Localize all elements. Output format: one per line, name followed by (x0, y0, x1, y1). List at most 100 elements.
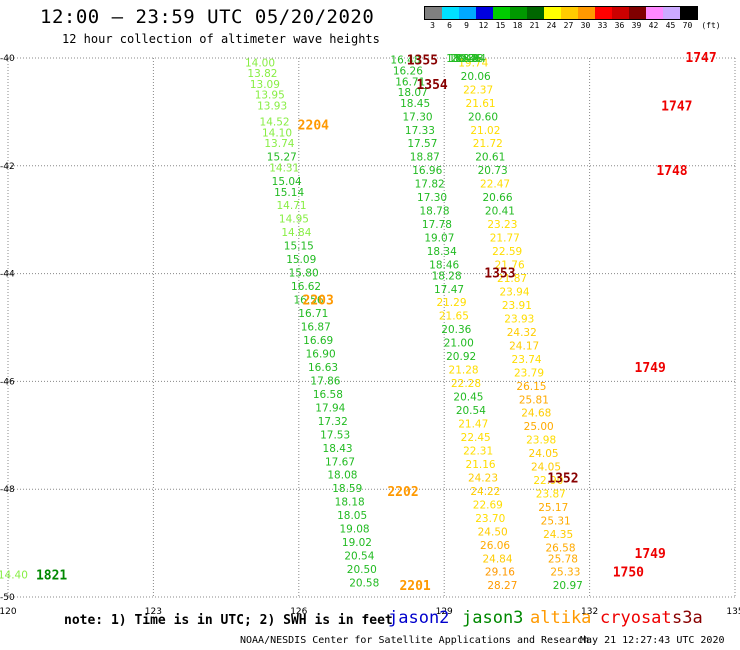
wave-height-value: 24.23 (468, 472, 498, 484)
color-swatch (493, 7, 510, 19)
wave-height-value: 14.00 (245, 57, 275, 69)
wave-height-value: 25.00 (524, 421, 554, 433)
satellite-legend-jason2: jason2 (388, 608, 450, 628)
wave-height-value: 18.05 (337, 510, 367, 522)
color-swatch-label: 21 (529, 21, 540, 30)
wave-height-value: 20.54 (344, 551, 374, 563)
wave-height-value: 16.87 (301, 322, 331, 334)
wave-height-value: 17.78 (422, 219, 452, 231)
wave-height-value: 20.45 (453, 392, 483, 404)
wave-height-value: 17.86 (310, 375, 340, 387)
track-time-label: 1750 (613, 566, 644, 581)
wave-height-value: 25.78 (548, 553, 578, 565)
y-tick-label: -50 (0, 593, 15, 603)
wave-height-value: 24.32 (507, 327, 537, 339)
y-tick-label: -48 (0, 485, 15, 495)
color-swatch-label: 24 (546, 21, 557, 30)
color-swatch (578, 7, 595, 19)
wave-height-value: 18.18 (335, 497, 365, 509)
wave-height-value: 17.33 (405, 125, 435, 137)
wave-height-value: 20.41 (485, 206, 515, 218)
wave-height-value: 18.84 (446, 53, 476, 65)
wave-height-value: 24.68 (521, 408, 551, 420)
color-swatch-label: 36 (614, 21, 625, 30)
track-time-label: 1353 (484, 267, 515, 282)
x-tick-label: 129 (436, 607, 453, 617)
track-time-label: 2203 (303, 294, 334, 309)
color-swatch (561, 7, 578, 19)
x-tick-label: 135 (726, 607, 740, 617)
color-swatch (629, 7, 646, 19)
wave-height-value: 16.63 (308, 362, 338, 374)
wave-height-value: 14.40 (0, 569, 28, 581)
footer-note: note: 1) Time is in UTC; 2) SWH is in fe… (64, 613, 393, 628)
satellite-legend-cryosat: cryosat (600, 608, 672, 628)
x-tick-label: 120 (0, 607, 17, 617)
wave-height-value: 22.59 (492, 246, 522, 258)
wave-height-value: 17.30 (417, 192, 447, 204)
wave-height-value: 18.94 (456, 53, 486, 65)
wave-height-value: 24.05 (531, 462, 561, 474)
wave-height-value: 16.58 (313, 389, 343, 401)
y-tick-label: -44 (0, 270, 15, 280)
wave-height-value: 18.78 (419, 206, 449, 218)
track-time-label: 1355 (407, 54, 438, 69)
wave-height-value: 18.07 (398, 87, 428, 99)
x-tick-label: 123 (145, 607, 162, 617)
y-tick-label: -40 (0, 54, 15, 64)
wave-height-value: 17.53 (320, 429, 350, 441)
wave-height-value: 21.16 (466, 459, 496, 471)
wave-height-value: 23.70 (475, 513, 505, 525)
wave-height-value: 15.04 (272, 176, 302, 188)
wave-height-value: 21.72 (473, 138, 503, 150)
wave-height-value: 26.58 (545, 542, 575, 554)
wave-height-value: 21.29 (436, 297, 466, 309)
wave-height-value: 14.95 (279, 214, 309, 226)
color-swatch-label: 15 (495, 21, 506, 30)
color-swatch (544, 7, 561, 19)
wave-height-value: 23.91 (502, 300, 532, 312)
wave-height-value: 21.77 (490, 233, 520, 245)
satellite-legend-altika: altika (530, 608, 592, 628)
wave-height-value: 19.02 (342, 537, 372, 549)
wave-height-value: 19.74 (458, 57, 488, 69)
wave-height-value: 18.87 (410, 152, 440, 164)
wave-height-value: 24.17 (509, 340, 539, 352)
wave-height-value: 25.31 (541, 516, 571, 528)
wave-height-value: 17.82 (415, 179, 445, 191)
wave-height-value: 24.22 (470, 486, 500, 498)
color-swatch-label: 18 (512, 21, 523, 30)
wave-height-value: 17.47 (434, 284, 464, 296)
wave-height-value: 15.15 (284, 241, 314, 253)
wave-height-value: 16.96 (412, 165, 442, 177)
track-time-label: 1749 (635, 361, 666, 376)
wave-height-value: 16.69 (303, 335, 333, 347)
color-scale-unit: (ft) (701, 21, 721, 30)
x-tick-label: 126 (290, 607, 307, 617)
wave-height-value: 19.78 (453, 53, 483, 65)
wave-height-value: 19.08 (340, 524, 370, 536)
color-swatch-label: 12 (478, 21, 489, 30)
wave-height-value: 16.71 (298, 308, 328, 320)
wave-height-value: 23.87 (536, 489, 566, 501)
wave-height-value: 28.27 (487, 580, 517, 592)
wave-height-value: 20.66 (482, 192, 512, 204)
wave-height-value: 23.94 (499, 286, 529, 298)
wave-height-value: 23.74 (512, 354, 542, 366)
wave-height-value: 18.45 (400, 98, 430, 110)
color-swatch (663, 7, 680, 19)
wave-height-value: 21.47 (458, 419, 488, 431)
wave-height-value: 14.71 (276, 200, 306, 212)
wave-height-value: 25.33 (550, 567, 580, 579)
wave-height-value: 15.27 (267, 152, 297, 164)
wave-height-value: 18.46 (429, 260, 459, 272)
wave-height-value: 20.73 (478, 165, 508, 177)
x-tick-label: 132 (581, 607, 598, 617)
color-swatch-label: 33 (597, 21, 608, 30)
page-subtitle: 12 hour collection of altimeter wave hei… (62, 32, 380, 46)
color-swatch-label: 6 (447, 21, 452, 30)
wave-height-value: 20.61 (475, 152, 505, 164)
wave-height-value: 24.84 (482, 553, 512, 565)
wave-height-value: 20.97 (553, 580, 583, 592)
